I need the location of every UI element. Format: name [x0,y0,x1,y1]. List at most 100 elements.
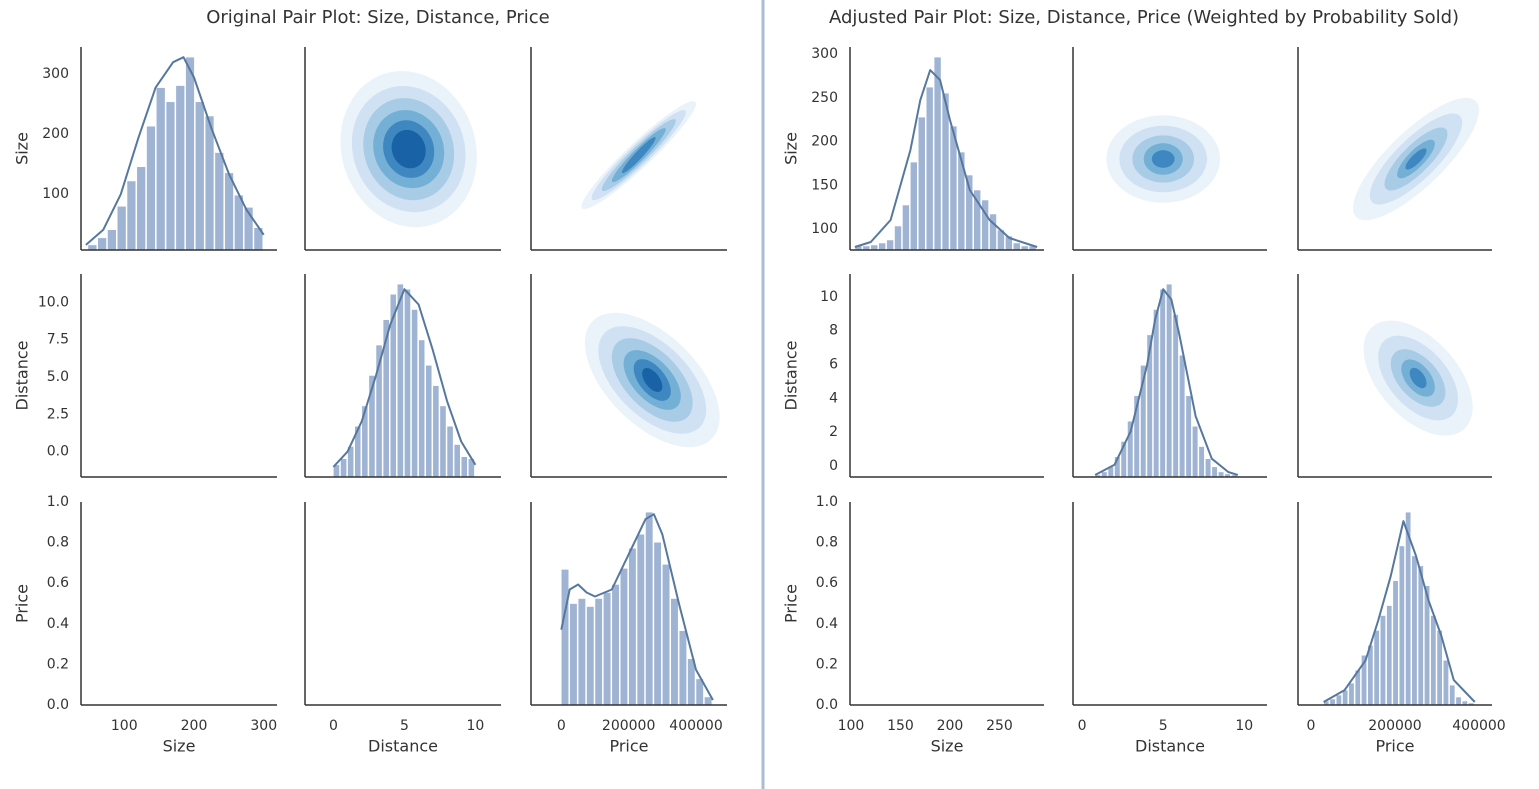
kde-contour [391,129,426,169]
kde-line [332,288,477,468]
hist-bar [126,180,137,250]
x-tick-label: 10 [467,718,485,734]
hist-bar [1020,245,1029,250]
hist-bar [628,548,637,705]
hist-bar [653,542,662,705]
hist-bar [446,426,454,477]
hist-bar [965,174,973,250]
plot-area [581,101,696,210]
x-tick-label: 200000 [1368,718,1421,734]
subplot [1297,502,1492,706]
y-tick-label: 0.6 [47,575,69,591]
hist-bar [1153,309,1160,477]
y-tick-label: 10.0 [38,294,69,310]
hist-bar [1198,446,1205,477]
hist-bar [894,225,902,250]
x-tick-label: 200000 [602,718,655,734]
subplot [304,502,501,706]
hist-bar [603,592,612,705]
hist-bar [645,511,654,705]
hist-bar [1373,630,1380,705]
y-tick-label: 250 [811,90,838,106]
hist-bar [1392,580,1399,705]
plot-area [1106,115,1220,203]
x-tick-label: 200 [181,718,208,734]
hist-bar [1166,283,1173,477]
hist-bar [107,229,117,250]
y-tick-label: 4 [829,390,838,406]
hist-bar [97,237,107,250]
y-tick-label: 8 [829,323,838,339]
hist-bar [195,101,205,250]
kde-contour [621,137,656,174]
hist-bar [1411,555,1418,705]
hist-bar [1430,615,1437,705]
subplot [530,274,727,478]
hist-bar [902,204,910,250]
y-tick-label: 6 [829,357,838,373]
y-tick-label: 7.5 [47,332,69,348]
subplot [530,502,727,706]
x-tick-label: 0 [1078,718,1087,734]
hist-bar [1013,242,1021,250]
hist-bar [1342,689,1349,705]
plot-area [340,71,477,228]
plot-area [332,283,477,477]
hist-bar [1146,334,1153,477]
y-tick-label: 5.0 [47,369,69,385]
kde-line [1323,520,1476,703]
hist-bar [404,288,411,477]
y-axis-label: Size [782,132,801,165]
subplot [304,274,501,478]
y-tick-label: 1.0 [47,494,69,510]
subplot [849,47,1044,251]
hist-bar [949,125,958,250]
x-tick-label: 400000 [669,718,722,734]
y-tick-label: 0.0 [816,697,838,713]
hist-bar [1443,660,1449,705]
hist-bar [1405,511,1412,705]
hist-bar [1211,466,1218,477]
y-axis-label: Distance [782,341,801,411]
hist-bar [411,309,418,477]
hist-bar [1185,395,1192,477]
hist-bar [1417,565,1424,705]
hist-bar [662,564,671,705]
hist-bar [1335,694,1342,705]
hist-bar [1449,684,1456,705]
hist-bar [670,598,679,705]
hist-bar [1192,426,1199,477]
y-tick-label: 0.8 [816,535,838,551]
y-axis-label: Price [13,584,32,623]
hist-bar [1348,682,1355,705]
hist-bar [165,101,176,250]
hist-bar [933,56,942,250]
subplot [1072,47,1267,251]
hist-bar [636,533,645,705]
subplot [1297,274,1492,478]
subplot [849,502,1044,706]
hist-bar [577,598,586,705]
kde-line [560,513,714,701]
y-axis-label: Distance [13,341,32,411]
plot-area [1353,97,1479,221]
x-tick-label: 100 [111,718,138,734]
x-tick-label: 0 [329,718,338,734]
y-axis-label: Size [13,132,32,165]
x-tick-label: 300 [250,718,277,734]
x-axis-label: Distance [368,737,438,756]
y-tick-label: 100 [811,221,838,237]
hist-bar [1140,365,1147,477]
plot-area [85,56,265,250]
kde-contour [642,368,663,392]
hist-bar [611,584,620,705]
hist-bar [870,244,878,250]
y-tick-label: 0.2 [47,656,69,672]
hist-bar [925,86,934,250]
subplot [849,274,1044,478]
plot-area [1094,283,1239,477]
x-tick-label: 0 [557,718,566,734]
hist-bar [185,56,195,250]
hist-bar [569,603,578,705]
